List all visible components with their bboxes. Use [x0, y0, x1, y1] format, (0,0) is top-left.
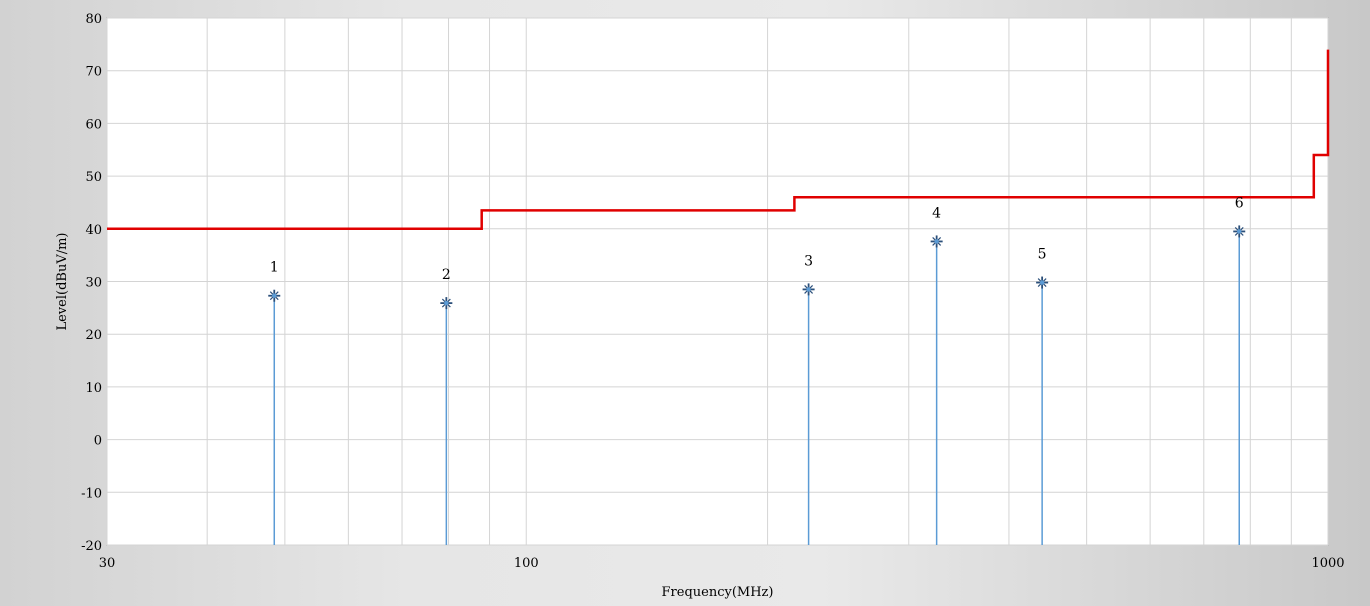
x-tick-label: 1000 — [1311, 556, 1344, 571]
x-tick-label: 30 — [99, 556, 116, 571]
y-tick-label: 60 — [85, 117, 102, 132]
y-tick-label: 0 — [94, 434, 102, 449]
y-tick-label: 70 — [85, 65, 102, 80]
marker-label: 1 — [270, 260, 279, 276]
x-axis-label: Frequency(MHz) — [662, 585, 774, 600]
marker-star-icon — [930, 235, 943, 248]
y-tick-label: -20 — [81, 539, 102, 554]
y-tick-label: 10 — [85, 381, 102, 396]
marker-label: 4 — [932, 205, 941, 221]
y-axis-label: Level(dBuV/m) — [55, 232, 70, 330]
marker-star-icon — [268, 289, 281, 302]
marker-label: 6 — [1235, 195, 1244, 211]
marker-label: 2 — [442, 267, 451, 283]
y-tick-label: 30 — [85, 276, 102, 291]
marker-label: 5 — [1038, 247, 1047, 263]
x-tick-label: 100 — [514, 556, 539, 571]
limit-line — [107, 49, 1330, 231]
marker-label: 3 — [804, 253, 813, 269]
marker-star-icon — [802, 283, 815, 296]
limit-line-path — [107, 49, 1330, 231]
marker-star-icon — [1233, 225, 1246, 238]
y-tick-label: -10 — [81, 486, 102, 501]
y-tick-label: 20 — [85, 328, 102, 343]
y-tick-label: 50 — [85, 170, 102, 185]
y-tick-label: 40 — [85, 223, 102, 238]
measurement-markers: 1 2 3 4 5 6 — [268, 195, 1246, 545]
tick-labels: -20 -10 0 10 20 30 40 50 60 70 80 30 100 1000 — [81, 12, 1344, 571]
marker-star-icon — [1036, 276, 1049, 289]
y-tick-label: 80 — [85, 12, 102, 27]
marker-star-icon — [440, 297, 453, 310]
grid-lines — [106, 17, 1329, 546]
